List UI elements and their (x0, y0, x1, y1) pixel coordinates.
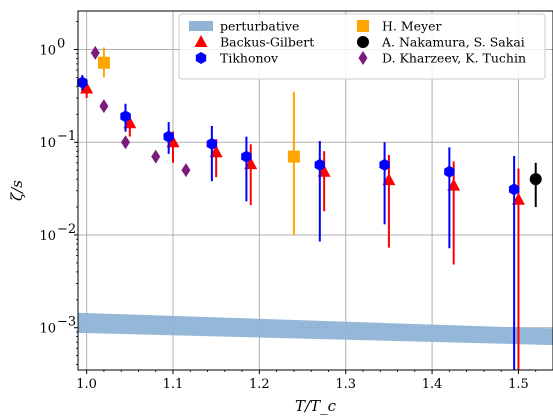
legend-label: A. Nakamura, S. Sakai (381, 35, 525, 50)
legend-label: D. Kharzeev, K. Tuchin (382, 51, 526, 66)
y-tick-label: 10 (39, 322, 56, 337)
series-backus-gilbert (80, 79, 525, 370)
legend-item-perturbative: perturbative (189, 19, 299, 34)
series-d-kharzeev-k-tuchin (90, 45, 191, 178)
data-point-diamond (99, 99, 109, 114)
data-point-triangle (209, 145, 223, 158)
legend-label: Tikhonov (220, 51, 279, 66)
data-point-triangle (244, 157, 258, 170)
data-point-triangle (166, 135, 180, 148)
data-point-hexagon (163, 130, 174, 143)
data-point-triangle (382, 173, 396, 186)
data-point-hexagon (314, 158, 326, 171)
data-point-hexagon (241, 150, 252, 163)
legend-item-backus-gilbert: Backus-Gilbert (194, 35, 314, 50)
data-point-square (97, 56, 110, 69)
x-tick-label: 1.2 (249, 377, 270, 392)
x-tick-label: 1.4 (422, 377, 443, 392)
data-point-hexagon (206, 137, 218, 150)
legend-marker-square (357, 20, 369, 32)
data-point-square (287, 150, 300, 163)
legend-marker-diamond (358, 51, 368, 65)
legend-item-tikhonov: Tikhonov (195, 51, 279, 66)
data-point-hexagon (120, 110, 131, 123)
data-point-diamond (181, 163, 191, 178)
legend-marker-triangle (194, 35, 208, 47)
y-tick-exponent: −3 (57, 315, 76, 330)
band-perturbative (78, 312, 553, 346)
data-point-triangle (447, 178, 461, 191)
data-point-hexagon (77, 76, 88, 89)
data-point-diamond (90, 45, 100, 60)
legend-label: H. Meyer (382, 19, 442, 34)
y-tick-label: 10 (39, 229, 56, 244)
y-tick-label: 10 (39, 136, 56, 151)
series-h-meyer (97, 47, 300, 235)
legend-label: perturbative (220, 19, 299, 34)
x-tick-label: 1.0 (76, 377, 97, 392)
data-point-diamond (151, 149, 161, 164)
series-perturbative (78, 312, 553, 346)
data-point-hexagon (508, 183, 520, 196)
data-point-hexagon (379, 158, 390, 171)
legend-item-h-meyer: H. Meyer (357, 19, 442, 34)
legend-label: Backus-Gilbert (220, 35, 314, 50)
y-axis-label: ζ/s (8, 180, 26, 201)
data-point-triangle (317, 164, 331, 177)
data-point-triangle (511, 192, 525, 205)
data-point-circle (529, 173, 542, 186)
data-point-hexagon (444, 165, 455, 178)
legend-marker-hexagon (195, 52, 207, 64)
y-tick-label: 10 (39, 43, 56, 58)
legend-item-d-kharzeev-k-tuchin: D. Kharzeev, K. Tuchin (358, 51, 526, 66)
data-point-triangle (123, 116, 137, 129)
data-point-diamond (121, 135, 130, 150)
x-tick-label: 1.3 (335, 377, 356, 392)
legend-item-a-nakamura-s-sakai: A. Nakamura, S. Sakai (357, 35, 525, 50)
y-tick-exponent: −1 (57, 129, 76, 144)
x-axis-label: T/T_c (295, 397, 337, 415)
legend-marker-circle (357, 36, 369, 48)
series-tikhonov (77, 75, 520, 370)
x-tick-label: 1.5 (508, 377, 529, 392)
y-tick-exponent: 0 (57, 36, 65, 51)
x-tick-label: 1.1 (163, 377, 184, 392)
data-point-triangle (80, 81, 94, 94)
series-a-nakamura-s-sakai (529, 162, 542, 208)
y-tick-exponent: −2 (57, 222, 76, 237)
data-layer (77, 45, 553, 370)
legend-marker-band (189, 21, 213, 31)
